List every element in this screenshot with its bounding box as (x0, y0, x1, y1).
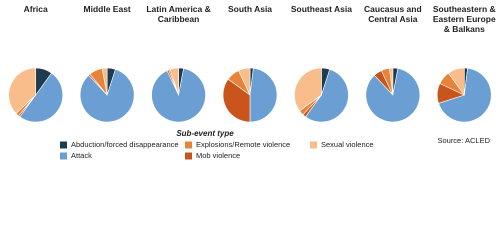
pie-title: Middle East (83, 4, 131, 14)
pie-title: Africa (23, 4, 48, 14)
pie-slice (447, 67, 465, 96)
pie-slice (151, 68, 206, 123)
legend-title: Sub-event type (176, 129, 234, 138)
pie-slice (305, 68, 349, 123)
legend-label: Abduction/forced disappearance (71, 140, 179, 149)
pie-slice (79, 68, 135, 123)
source: Source: ACLED (437, 136, 490, 145)
legend-label: Explosions/Remote violence (196, 140, 290, 149)
pie-slice (222, 78, 251, 123)
pie-slice (238, 67, 251, 96)
pie-slice (438, 67, 492, 123)
pie-slice (365, 68, 421, 123)
pie-title: Southeastern & Eastern Europe & Balkans (432, 4, 496, 34)
pie-title: Latin America & Caribbean (146, 4, 211, 24)
pie-slice (101, 67, 108, 96)
legend-label: Sexual violence (321, 140, 374, 149)
page: Sub-event type Source: ACLED Abduction/f… (8, 4, 496, 160)
pie-slice (389, 67, 394, 96)
pie-slice (169, 67, 179, 96)
pie-slice (249, 67, 278, 123)
pie-title: South Asia (227, 4, 273, 14)
pie-title: Caucasus and Central Asia (364, 4, 422, 24)
legend-swatch (185, 152, 192, 160)
legend-label: Attack (71, 151, 92, 160)
legend-label: Mob violence (196, 151, 240, 160)
pie-slice (19, 72, 63, 123)
pie-slice (294, 67, 322, 112)
chart: Sub-event type Source: ACLED Abduction/f… (8, 67, 492, 160)
legend-swatch (310, 141, 317, 149)
pie-title: Southeast Asia (290, 4, 352, 14)
legend-swatch (185, 141, 192, 149)
legend-swatch (60, 141, 67, 149)
pie-slice (8, 67, 37, 114)
legend-swatch (60, 152, 67, 160)
